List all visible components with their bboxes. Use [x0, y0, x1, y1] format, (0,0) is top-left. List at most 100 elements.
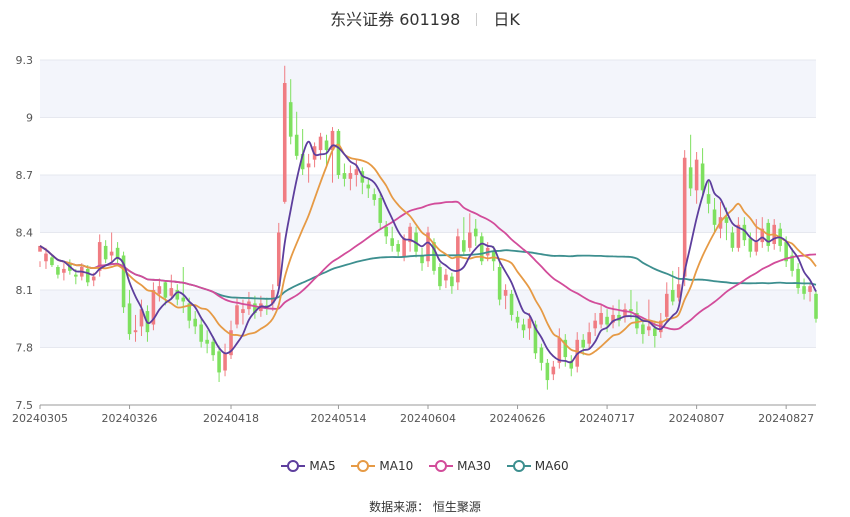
legend-item-ma30[interactable]: MA30: [429, 459, 491, 473]
candle: [629, 290, 633, 319]
candle: [127, 290, 132, 340]
candle: [408, 222, 412, 252]
candle: [426, 226, 430, 267]
candle: [473, 219, 478, 246]
candle-body: [587, 332, 591, 344]
candle-body: [175, 290, 180, 300]
legend-item-ma5[interactable]: MA5: [281, 459, 336, 473]
candle: [229, 320, 233, 359]
legend-item-ma10[interactable]: MA10: [351, 459, 413, 473]
candle-body: [402, 238, 406, 258]
x-tick-label: 20240418: [203, 412, 259, 425]
candle-body: [808, 286, 812, 292]
candle: [163, 280, 168, 306]
candle-body: [211, 341, 215, 356]
candle-body: [456, 236, 460, 283]
candle-body: [62, 268, 66, 273]
candle-body: [551, 366, 556, 375]
candle-body: [724, 217, 729, 223]
candle: [462, 217, 466, 256]
x-tick-label: 20240626: [490, 412, 546, 425]
candle: [420, 247, 424, 271]
candle: [294, 111, 299, 160]
candle-body: [539, 347, 544, 363]
candle: [205, 330, 209, 354]
y-tick-label: 7.8: [16, 342, 34, 355]
candle-body: [647, 326, 651, 331]
grid-band: [40, 60, 816, 118]
y-tick-label: 7.5: [16, 399, 34, 412]
candle: [181, 267, 186, 313]
candle: [467, 213, 472, 252]
candle: [545, 359, 550, 390]
candle-body: [127, 303, 132, 335]
legend-item-ma60[interactable]: MA60: [506, 459, 569, 473]
candle: [730, 226, 735, 252]
candle: [790, 247, 794, 277]
candle-body: [462, 240, 466, 252]
candle-body: [294, 134, 299, 156]
candle: [557, 328, 562, 369]
candle-body: [635, 313, 639, 329]
candle: [450, 272, 454, 294]
legend-label-ma10: MA10: [379, 459, 414, 473]
candle-body: [199, 324, 203, 342]
candle-body: [527, 318, 532, 329]
candle-body: [503, 290, 508, 296]
candle-body: [796, 268, 800, 289]
candle: [438, 263, 442, 290]
candle: [712, 198, 717, 233]
candle: [169, 274, 174, 300]
candle-body: [408, 226, 412, 243]
candle-body: [229, 330, 233, 356]
candle: [342, 163, 347, 187]
candle-body: [736, 224, 741, 248]
candle-body: [545, 362, 550, 381]
y-tick-label: 9: [26, 112, 33, 125]
candle: [676, 267, 681, 302]
candle-body: [217, 351, 221, 373]
candle: [503, 284, 508, 310]
candle: [497, 259, 502, 306]
candle: [217, 345, 221, 382]
candle: [527, 313, 532, 340]
candle: [760, 217, 765, 248]
candle: [509, 290, 514, 321]
candle-body: [354, 169, 359, 175]
candle-body: [814, 293, 818, 319]
candle-body: [187, 303, 192, 321]
candle-body: [44, 253, 48, 262]
candle: [593, 313, 597, 336]
candle: [366, 178, 371, 198]
candle: [796, 263, 800, 294]
candle-body: [330, 130, 335, 151]
candle: [682, 150, 687, 287]
candle: [38, 245, 42, 267]
legend-label-ma60: MA60: [534, 459, 569, 473]
candle-body: [115, 247, 120, 260]
candle-body: [74, 274, 78, 277]
candle: [318, 132, 323, 160]
x-tick-label: 20240827: [758, 412, 814, 425]
x-tick-label: 20240717: [579, 412, 635, 425]
candle-body: [133, 330, 138, 333]
y-tick-label: 8.4: [16, 227, 34, 240]
candle-body: [611, 314, 615, 323]
candle-body: [653, 328, 657, 336]
candle: [569, 355, 574, 377]
candle: [139, 299, 144, 336]
candle: [103, 240, 108, 264]
y-tick-label: 8.1: [16, 284, 34, 297]
chart-title: 东兴证券 601198 日K: [0, 6, 850, 30]
candle: [694, 152, 699, 204]
candle: [133, 314, 138, 342]
x-axis: 20240305 20240326 20240418 20240514 20240604…: [12, 404, 816, 425]
candle: [276, 222, 281, 290]
candle-body: [306, 163, 311, 168]
candle-body: [748, 238, 753, 252]
candle: [44, 247, 48, 269]
candle-body: [396, 244, 400, 252]
candle-body: [509, 293, 514, 315]
candle: [253, 295, 257, 319]
